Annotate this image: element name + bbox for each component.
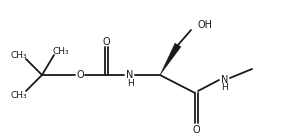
Text: CH₃: CH₃: [11, 91, 27, 99]
Text: CH₃: CH₃: [53, 47, 69, 55]
Polygon shape: [160, 43, 181, 75]
Text: CH₃: CH₃: [11, 51, 27, 59]
Text: H: H: [222, 83, 228, 92]
Text: N: N: [126, 70, 134, 80]
Text: OH: OH: [197, 20, 212, 30]
Text: O: O: [102, 37, 110, 47]
Text: O: O: [192, 125, 200, 135]
Text: N: N: [221, 75, 229, 85]
Text: O: O: [76, 70, 84, 80]
Text: H: H: [127, 79, 133, 87]
